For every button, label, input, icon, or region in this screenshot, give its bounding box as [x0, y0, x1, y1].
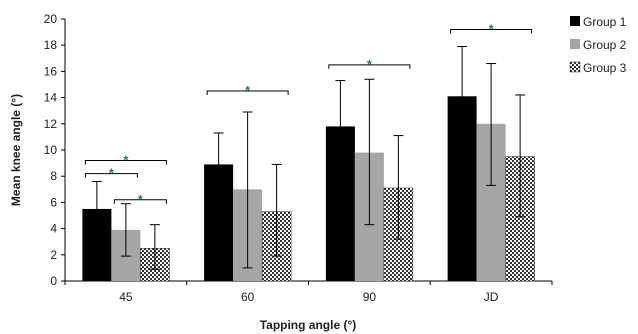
legend-label: Group 2 — [583, 38, 627, 52]
y-tick-label: 2 — [50, 248, 57, 262]
legend-label: Group 3 — [583, 61, 627, 75]
significance-star: * — [123, 152, 129, 167]
significance-star: * — [109, 166, 115, 181]
y-tick-label: 12 — [44, 117, 58, 131]
significance-star: * — [489, 21, 495, 36]
y-tick-label: 14 — [44, 91, 58, 105]
x-axis-title: Tapping angle (°) — [260, 318, 357, 332]
y-tick-label: 10 — [44, 143, 58, 157]
y-axis-title: Mean knee angle (°) — [9, 94, 23, 206]
significance-star: * — [367, 57, 373, 72]
significance-bracket — [450, 28, 533, 34]
x-tick-label: 45 — [119, 290, 133, 304]
y-tick-label: 20 — [44, 12, 58, 26]
y-tick-label: 8 — [50, 169, 57, 183]
plot-area: 0 2 4 6 8 10 12 14 16 18 20 45 60 90 JD * * * * * * — [44, 12, 553, 304]
y-tick-label: 0 — [50, 274, 57, 288]
legend-swatch — [569, 61, 581, 73]
significance-bracket — [206, 90, 289, 96]
significance-star: * — [138, 192, 144, 207]
x-tick-label: 60 — [241, 290, 255, 304]
legend-label: Group 1 — [583, 15, 627, 29]
significance-bracket — [84, 159, 167, 165]
significance-bracket — [84, 173, 138, 178]
legend: Group 1 Group 2 Group 3 — [569, 15, 627, 75]
y-tick-label: 16 — [44, 64, 58, 78]
legend-swatch — [570, 16, 580, 26]
y-tick-label: 4 — [50, 222, 57, 236]
significance-star: * — [245, 83, 251, 98]
legend-swatch — [570, 39, 580, 49]
y-tick-label: 6 — [50, 195, 57, 209]
y-tick-label: 18 — [44, 38, 58, 52]
significance-bracket — [113, 199, 167, 204]
x-tick-label: 90 — [363, 290, 377, 304]
x-tick-label: JD — [484, 290, 499, 304]
significance-bracket — [328, 64, 411, 69]
